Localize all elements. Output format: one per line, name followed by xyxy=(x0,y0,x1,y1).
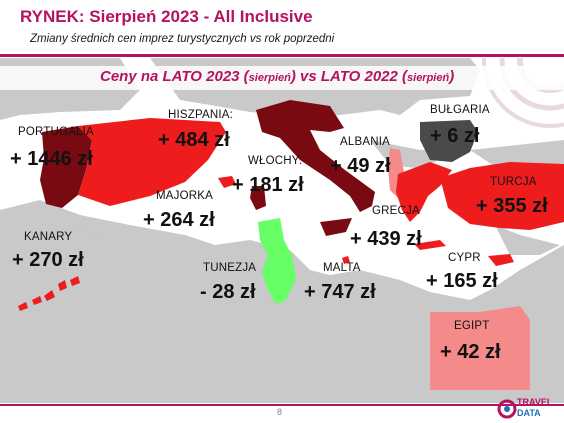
region-majorka xyxy=(218,176,236,188)
region-kreta xyxy=(414,240,446,250)
logo-text-top: TRAVEL xyxy=(517,397,553,407)
travel-data-logo: TRAVEL DATA xyxy=(497,397,553,419)
header-divider xyxy=(0,54,564,57)
region-wlochy xyxy=(256,100,375,212)
label-albania: ALBANIA xyxy=(340,136,390,148)
page-number: 8 xyxy=(277,407,283,417)
region-portugalia xyxy=(40,126,92,208)
value-grecja: + 439 zł xyxy=(350,228,422,250)
decorative-rings xyxy=(482,58,564,128)
value-hiszpania: + 484 zł xyxy=(158,129,230,151)
label-kanary: KANARY xyxy=(24,231,73,243)
comparison-banner xyxy=(0,66,564,90)
label-hiszpania: HISZPANIA: xyxy=(168,109,234,121)
slide-header: RYNEK: Sierpień 2023 - All Inclusive Zmi… xyxy=(0,0,564,58)
slide-title: RYNEK: Sierpień 2023 - All Inclusive xyxy=(20,7,313,26)
value-wlochy: + 181 zł xyxy=(232,174,304,196)
value-tunezja: - 28 zł xyxy=(200,281,256,303)
label-grecja: GRECJA xyxy=(372,205,420,217)
label-bulgaria: BUŁGARIA xyxy=(430,104,490,116)
value-portugalia: + 1446 zł xyxy=(10,148,93,170)
value-bulgaria: + 6 zł xyxy=(430,125,480,147)
region-sardynia xyxy=(250,186,266,210)
value-kanary: + 270 zł xyxy=(12,249,84,271)
label-portugalia: PORTUGALIA xyxy=(18,126,94,138)
value-egipt: + 42 zł xyxy=(440,341,501,363)
region-grecja xyxy=(396,162,452,222)
comparison-banner-text: Ceny na LATO 2023 (sierpień) vs LATO 202… xyxy=(100,68,455,85)
label-egipt: EGIPT xyxy=(454,320,490,332)
label-turcja: TURCJA xyxy=(490,176,537,188)
region-bulgaria xyxy=(420,120,478,162)
value-albania: + 49 zł xyxy=(330,155,391,177)
region-tunezja xyxy=(258,218,296,304)
slide-subtitle: Zmiany średnich cen imprez turystycznych… xyxy=(30,33,335,45)
label-tunezja: TUNEZJA xyxy=(203,262,257,274)
label-malta: MALTA xyxy=(323,262,361,274)
region-turcja xyxy=(440,162,564,230)
label-cypr: CYPR xyxy=(448,252,481,264)
label-wlochy: WŁOCHY: xyxy=(248,155,303,167)
value-cypr: + 165 zł xyxy=(426,270,498,292)
logo-text-bottom: DATA xyxy=(517,408,541,418)
value-majorka: + 264 zł xyxy=(143,209,215,231)
value-turcja: + 355 zł xyxy=(476,195,548,217)
region-sycylia xyxy=(320,218,352,236)
region-egipt xyxy=(430,306,530,390)
value-malta: + 747 zł xyxy=(304,281,376,303)
region-malta xyxy=(342,256,350,264)
label-majorka: MAJORKA xyxy=(156,190,213,202)
region-hiszpania xyxy=(78,118,226,206)
region-kanary xyxy=(18,276,80,311)
region-cypr xyxy=(488,254,514,266)
footer-divider xyxy=(0,404,564,406)
